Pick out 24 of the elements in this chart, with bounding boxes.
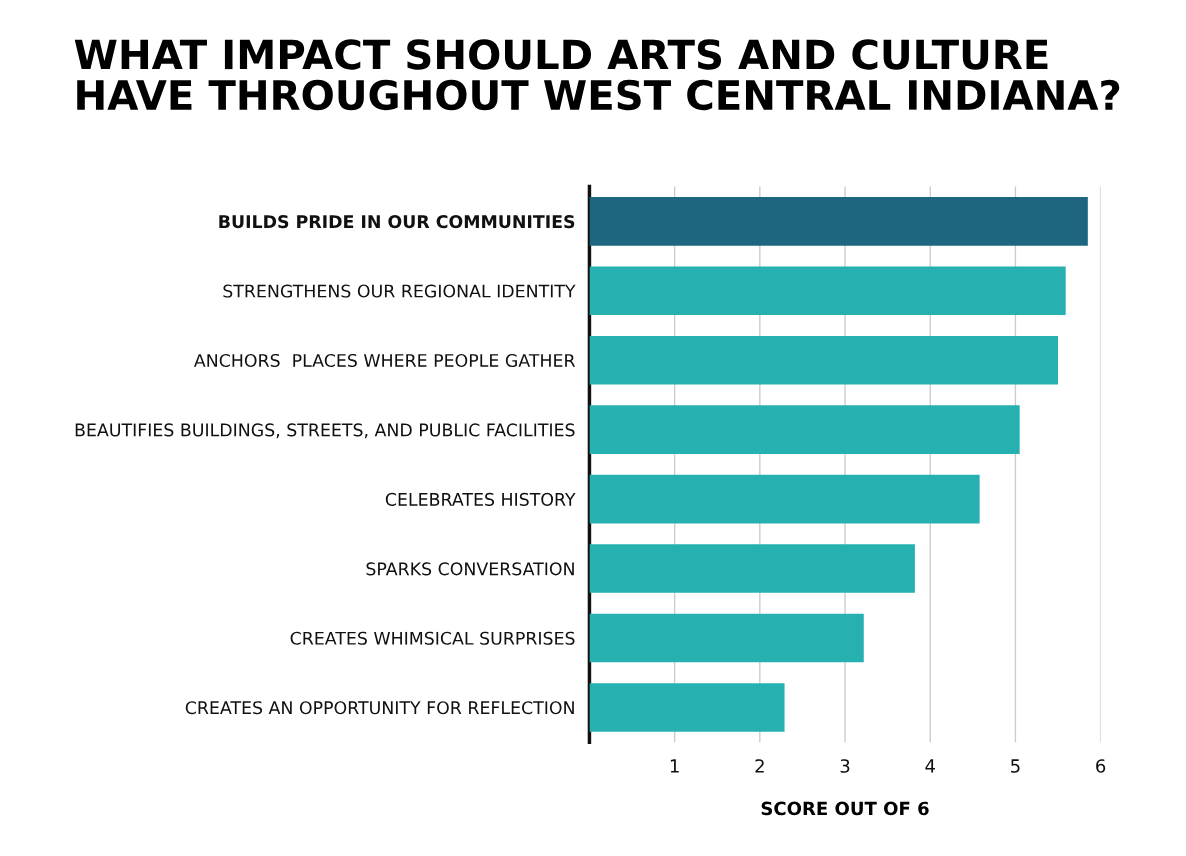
bar bbox=[589, 266, 1066, 316]
x-tick-label: 1 bbox=[670, 759, 679, 773]
x-tick-label: 5 bbox=[1011, 759, 1020, 773]
bar bbox=[589, 335, 1059, 385]
y-tick-label: CELEBRATES HISTORY bbox=[385, 492, 576, 506]
x-tick-label: 2 bbox=[755, 759, 764, 773]
y-tick-label: BUILDS PRIDE IN OUR COMMUNITIES bbox=[219, 215, 575, 229]
bar bbox=[589, 197, 1088, 246]
y-tick-label: ANCHORS PLACES WHERE PEOPLE GATHER bbox=[193, 353, 576, 368]
y-tick-label: CREATES AN OPPORTUNITY FOR REFLECTION bbox=[185, 701, 574, 715]
bar bbox=[589, 683, 785, 732]
y-tick-label: BEAUTIFIES BUILDINGS, STREETS, AND PUBLIC FACILITIES bbox=[75, 423, 575, 439]
y-tick-label: STRENGTHENS OUR REGIONAL IDENTITY bbox=[223, 284, 576, 298]
x-tick-label: 3 bbox=[840, 759, 850, 773]
bar bbox=[589, 405, 1020, 454]
bar bbox=[589, 613, 864, 663]
x-tick-label: 6 bbox=[1096, 759, 1106, 773]
x-tick-label: 4 bbox=[925, 759, 935, 773]
y-tick-label: SPARKS CONVERSATION bbox=[366, 562, 574, 576]
bar bbox=[589, 474, 980, 524]
bar bbox=[589, 544, 915, 593]
chart-title: WHAT IMPACT SHOULD ARTS AND CULTURE HAVE THROUGHOUT WEST CENTRAL INDIANA? bbox=[74, 39, 1120, 111]
y-tick-label: CREATES WHIMSICAL SURPRISES bbox=[290, 631, 575, 645]
x-axis-title: SCORE OUT OF 6 bbox=[761, 801, 929, 816]
